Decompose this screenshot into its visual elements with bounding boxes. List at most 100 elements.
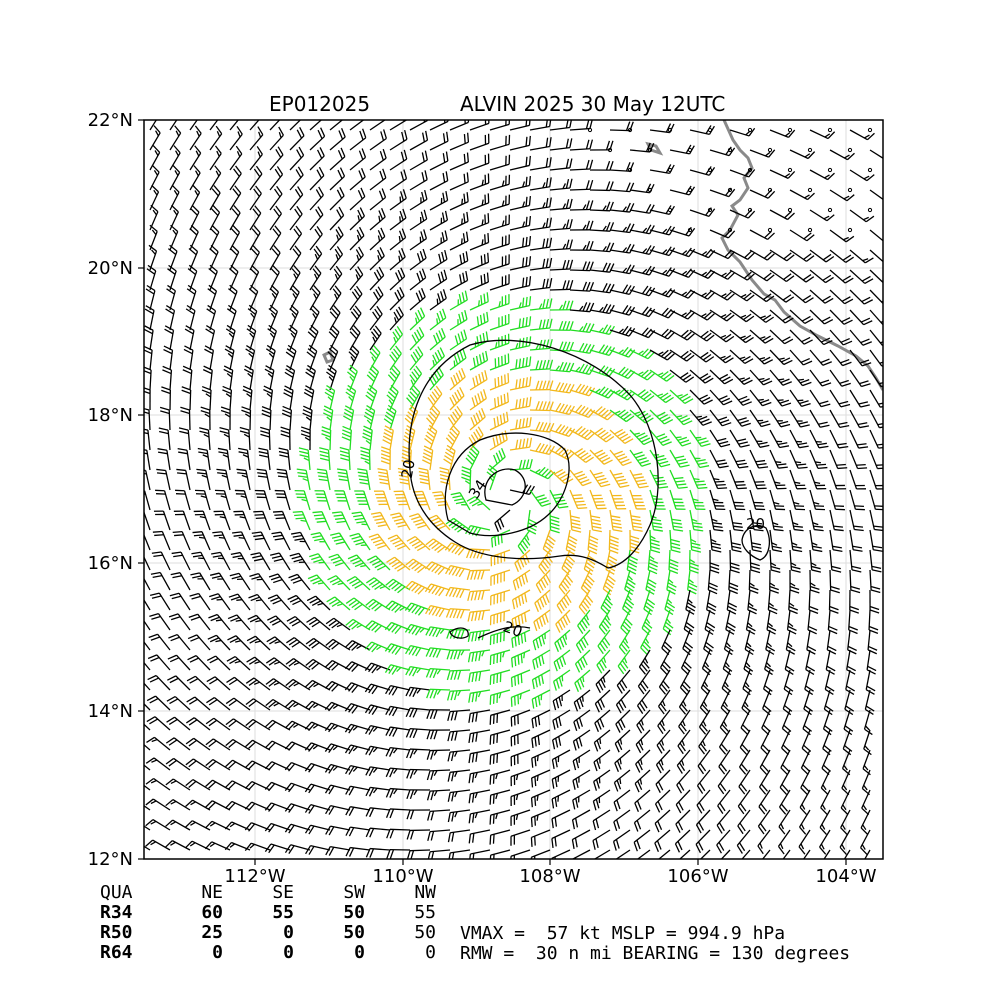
wind-barb (510, 196, 530, 210)
barb-feather (434, 335, 438, 344)
barb-staff (230, 115, 243, 130)
barb-feather (211, 597, 220, 600)
barb-feather (432, 492, 441, 493)
barb-feather (641, 438, 650, 442)
wind-barb (730, 450, 748, 468)
wind-barb (350, 168, 365, 190)
wind-barb (330, 148, 345, 170)
barb-feather (458, 650, 461, 659)
barb-feather (498, 397, 499, 406)
wind-barb (810, 310, 833, 324)
wind-barb (727, 590, 736, 614)
wind-barb (231, 553, 250, 570)
barb-feather (235, 641, 241, 642)
barb-feather (420, 251, 423, 260)
barb-feather (864, 135, 869, 138)
barb-feather (839, 402, 848, 404)
barb-feather (421, 212, 423, 221)
barb-feather (208, 615, 217, 618)
barb-feather (458, 334, 461, 343)
barb-feather (366, 441, 371, 445)
wind-barb (530, 218, 551, 230)
barb-feather (586, 323, 590, 332)
barb-feather (670, 559, 679, 562)
wind-barb (330, 533, 350, 550)
barb-feather (572, 526, 581, 528)
barb-feather (853, 550, 862, 552)
barb-feather (859, 447, 868, 448)
barb-feather (543, 279, 545, 288)
barb-feather (680, 440, 689, 443)
wind-barb (388, 535, 410, 550)
wind-barb (230, 225, 239, 250)
barb-feather (453, 588, 457, 597)
wind-barb (248, 615, 270, 630)
wind-barb (850, 410, 869, 428)
barb-feather (317, 469, 326, 470)
barb-feather (762, 403, 771, 406)
barb-feather (156, 469, 165, 470)
wind-barb (830, 550, 841, 572)
barb-feather (589, 539, 598, 543)
barb-feather (539, 320, 541, 329)
barb-feather (535, 469, 540, 472)
wind-barb (430, 231, 447, 250)
wind-barb (570, 261, 593, 270)
wind-barb (601, 590, 612, 615)
barb-feather (237, 126, 242, 134)
wind-barb (410, 288, 425, 310)
barb-feather (566, 321, 569, 330)
barb-feather (322, 427, 331, 430)
barb-feather (821, 359, 830, 363)
wind-barb (450, 192, 468, 210)
barb-feather (704, 400, 713, 404)
wind-barb (530, 467, 555, 478)
barb-feather (579, 327, 583, 332)
barb-feather (828, 173, 835, 179)
barb-feather (192, 596, 201, 599)
barb-feather (153, 146, 159, 153)
barb-feather (425, 190, 427, 199)
barb-feather (301, 434, 310, 437)
barb-feather (571, 519, 580, 521)
barb-feather (536, 639, 538, 648)
wind-barb (621, 610, 632, 635)
wind-barb (550, 321, 573, 330)
barb-feather (196, 171, 199, 176)
barb-feather (566, 614, 570, 623)
wind-barb (140, 407, 150, 430)
barb-feather (476, 413, 480, 422)
wind-barb (198, 449, 210, 470)
wind-barb (281, 427, 290, 450)
barb-feather (444, 113, 445, 122)
wind-barb (255, 490, 270, 510)
barb-feather (557, 660, 560, 669)
wind-barb (639, 650, 650, 674)
barb-feather (176, 131, 179, 136)
barb-feather (526, 438, 528, 447)
barb-feather (805, 154, 810, 157)
barb-feather (217, 106, 222, 114)
barb-feather (519, 359, 520, 368)
barb-feather (546, 118, 547, 127)
barb-feather (318, 473, 327, 474)
wind-barb (576, 630, 590, 653)
barb-feather (840, 426, 849, 428)
barb-feather (462, 219, 463, 225)
barb-feather (543, 401, 546, 410)
barb-feather (262, 410, 271, 413)
wind-barb (550, 342, 573, 351)
barb-feather (854, 526, 863, 527)
barb-feather (360, 208, 364, 217)
wind-barb (670, 530, 680, 552)
wind-barb (535, 590, 550, 612)
barb-feather (588, 546, 597, 550)
barb-feather (606, 284, 610, 292)
wind-barb (646, 570, 656, 594)
wind-barb (870, 530, 883, 551)
barb-feather (834, 526, 843, 527)
wind-barb (533, 650, 550, 669)
wind-barb (710, 430, 730, 447)
wind-barb (410, 269, 426, 290)
barb-feather (740, 421, 749, 424)
